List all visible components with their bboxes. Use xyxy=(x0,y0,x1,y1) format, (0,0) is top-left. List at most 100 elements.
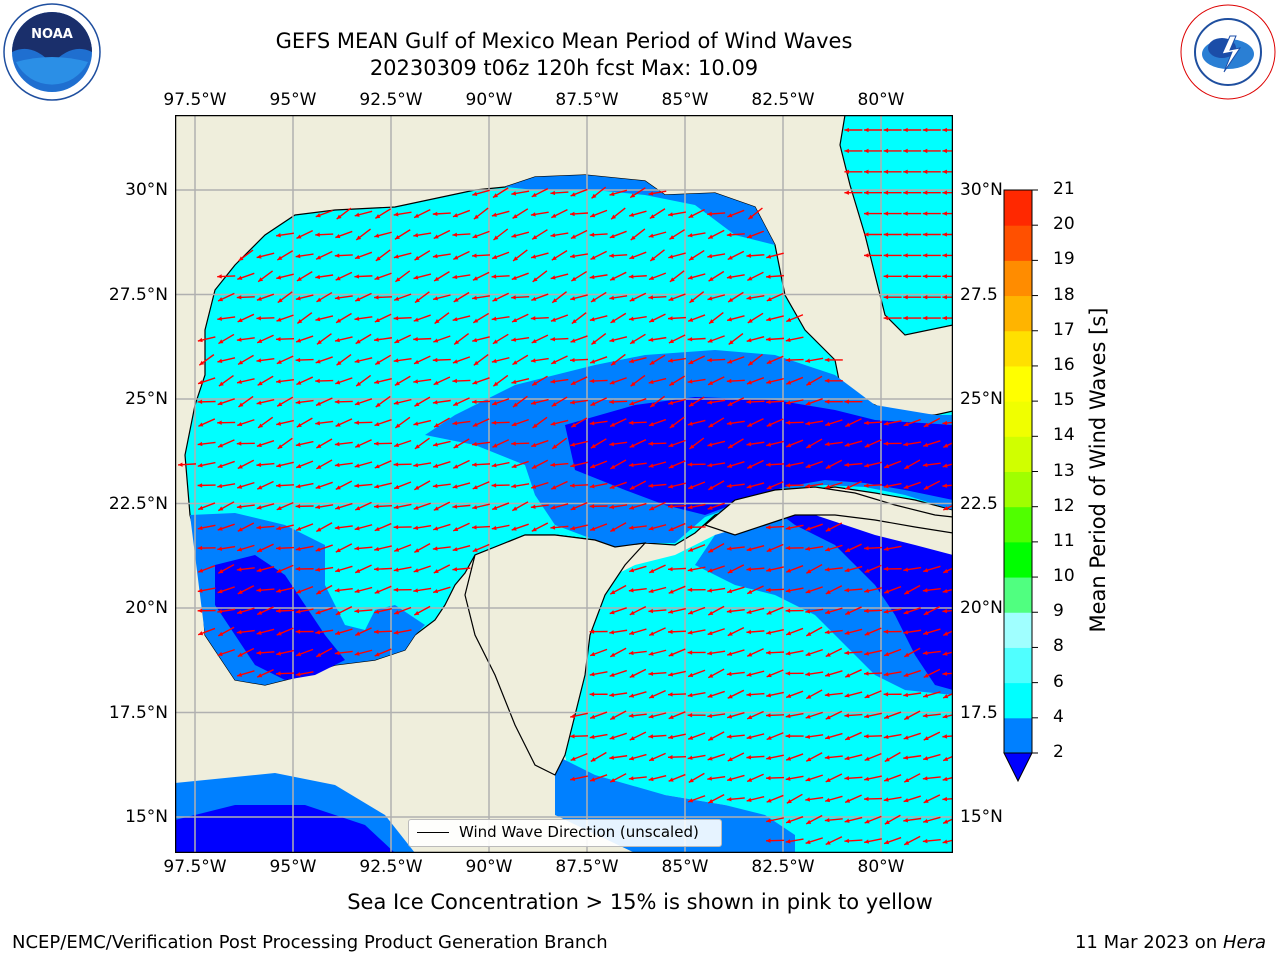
wave-direction-arrow xyxy=(765,462,785,467)
wave-direction-arrow xyxy=(746,567,765,572)
colorbar-level-label: 9 xyxy=(1053,601,1064,622)
wave-direction-arrow xyxy=(942,463,953,468)
wave-direction-arrow xyxy=(648,564,666,574)
wave-direction-arrow xyxy=(707,587,726,593)
wave-direction-arrow xyxy=(452,315,471,322)
colorbar-level-label: 20 xyxy=(1053,214,1075,235)
wave-direction-arrow xyxy=(336,354,352,366)
colorbar-level-label: 10 xyxy=(1053,566,1075,587)
wave-direction-arrow xyxy=(687,481,706,490)
wave-direction-arrow xyxy=(413,605,431,616)
wave-direction-arrow xyxy=(571,312,587,325)
wave-direction-arrow xyxy=(765,775,785,781)
wave-direction-arrow xyxy=(883,127,902,133)
wave-direction-arrow xyxy=(432,211,451,217)
wave-direction-arrow xyxy=(688,355,706,365)
wave-direction-arrow xyxy=(334,628,353,635)
wave-direction-arrow xyxy=(746,482,765,489)
wave-direction-arrow xyxy=(394,229,411,240)
wave-direction-arrow xyxy=(708,480,725,491)
wave-direction-arrow xyxy=(236,607,255,615)
wave-direction-arrow xyxy=(727,250,745,261)
wave-direction-arrow xyxy=(335,418,353,427)
wave-direction-arrow xyxy=(805,689,823,700)
wave-direction-arrow xyxy=(726,797,745,802)
wave-direction-arrow xyxy=(236,378,255,384)
lat-tick-right: 15°N xyxy=(960,807,1003,827)
wave-direction-arrow xyxy=(374,378,392,384)
wave-direction-arrow xyxy=(276,587,294,593)
wave-direction-arrow xyxy=(726,274,745,280)
wave-direction-arrow xyxy=(726,232,745,237)
wave-direction-arrow xyxy=(844,731,862,741)
wave-direction-arrow xyxy=(315,566,334,572)
wave-direction-arrow xyxy=(824,441,843,447)
wave-direction-arrow xyxy=(844,776,863,781)
wave-direction-arrow xyxy=(785,712,804,719)
wave-direction-arrow xyxy=(238,395,254,408)
wave-direction-arrow xyxy=(805,734,824,739)
wave-direction-arrow xyxy=(942,588,953,594)
wave-direction-arrow xyxy=(942,253,953,258)
wave-direction-arrow xyxy=(922,628,941,635)
wave-direction-arrow xyxy=(864,649,882,656)
lon-tick-bottom: 92.5°W xyxy=(359,857,423,877)
wave-direction-arrow xyxy=(413,273,432,280)
wave-direction-arrow xyxy=(550,503,569,510)
wave-direction-arrow xyxy=(863,420,883,426)
wave-direction-arrow xyxy=(530,316,549,321)
wave-direction-arrow xyxy=(903,835,921,846)
wave-direction-arrow xyxy=(708,417,725,428)
wave-direction-arrow xyxy=(531,293,549,301)
wave-direction-arrow xyxy=(883,671,902,677)
wave-direction-arrow xyxy=(707,565,725,573)
wave-direction-arrow xyxy=(373,504,393,509)
footer-machine: Hera xyxy=(1222,932,1266,953)
wave-direction-arrow xyxy=(727,752,745,762)
colorbar-level-label: 2 xyxy=(1053,742,1064,762)
wave-direction-arrow xyxy=(610,459,627,470)
wave-direction-arrow xyxy=(628,525,647,530)
colorbar-level-label: 13 xyxy=(1053,460,1075,481)
wave-direction-arrow xyxy=(512,501,529,512)
wave-direction-arrow xyxy=(256,588,275,593)
wave-direction-arrow xyxy=(746,648,764,657)
wave-direction-arrow xyxy=(531,522,549,532)
wave-direction-arrow xyxy=(354,564,372,574)
wave-direction-arrow xyxy=(629,480,647,491)
wave-direction-arrow xyxy=(747,353,763,366)
wave-direction-arrow xyxy=(335,230,353,239)
wave-direction-arrow xyxy=(903,190,922,195)
wave-direction-arrow xyxy=(589,356,608,364)
wave-direction-arrow xyxy=(942,148,953,154)
wave-direction-arrow xyxy=(785,483,804,488)
wave-direction-arrow xyxy=(824,567,843,572)
wave-direction-arrow xyxy=(923,480,941,491)
wave-direction-arrow xyxy=(629,668,647,679)
wave-direction-arrow xyxy=(805,711,823,719)
wave-direction-arrow xyxy=(942,839,953,844)
wave-direction-arrow xyxy=(629,251,647,260)
wave-direction-arrow xyxy=(276,314,294,322)
wave-direction-arrow xyxy=(707,731,725,741)
wave-direction-arrow xyxy=(569,399,589,405)
wave-direction-arrow xyxy=(276,502,294,511)
wave-period-band-under-2-campeche xyxy=(215,555,345,680)
wave-direction-arrow xyxy=(785,627,804,636)
wave-direction-arrow xyxy=(354,316,373,321)
wave-direction-arrow xyxy=(648,377,667,385)
wave-direction-arrow xyxy=(295,566,314,572)
wave-direction-arrow xyxy=(629,398,647,406)
wave-direction-arrow xyxy=(334,441,353,447)
wave-direction-arrow xyxy=(864,148,882,154)
wave-direction-arrow xyxy=(394,375,411,386)
colorbar-segment xyxy=(1004,647,1032,684)
wave-direction-arrow xyxy=(197,441,216,447)
wave-direction-arrow xyxy=(197,483,216,488)
wave-direction-arrow xyxy=(766,606,784,615)
wave-direction-arrow xyxy=(315,420,334,426)
wave-direction-arrow xyxy=(707,650,726,656)
wave-direction-arrow xyxy=(844,669,862,678)
wave-direction-arrow xyxy=(276,396,294,407)
wave-direction-arrow xyxy=(903,169,922,174)
